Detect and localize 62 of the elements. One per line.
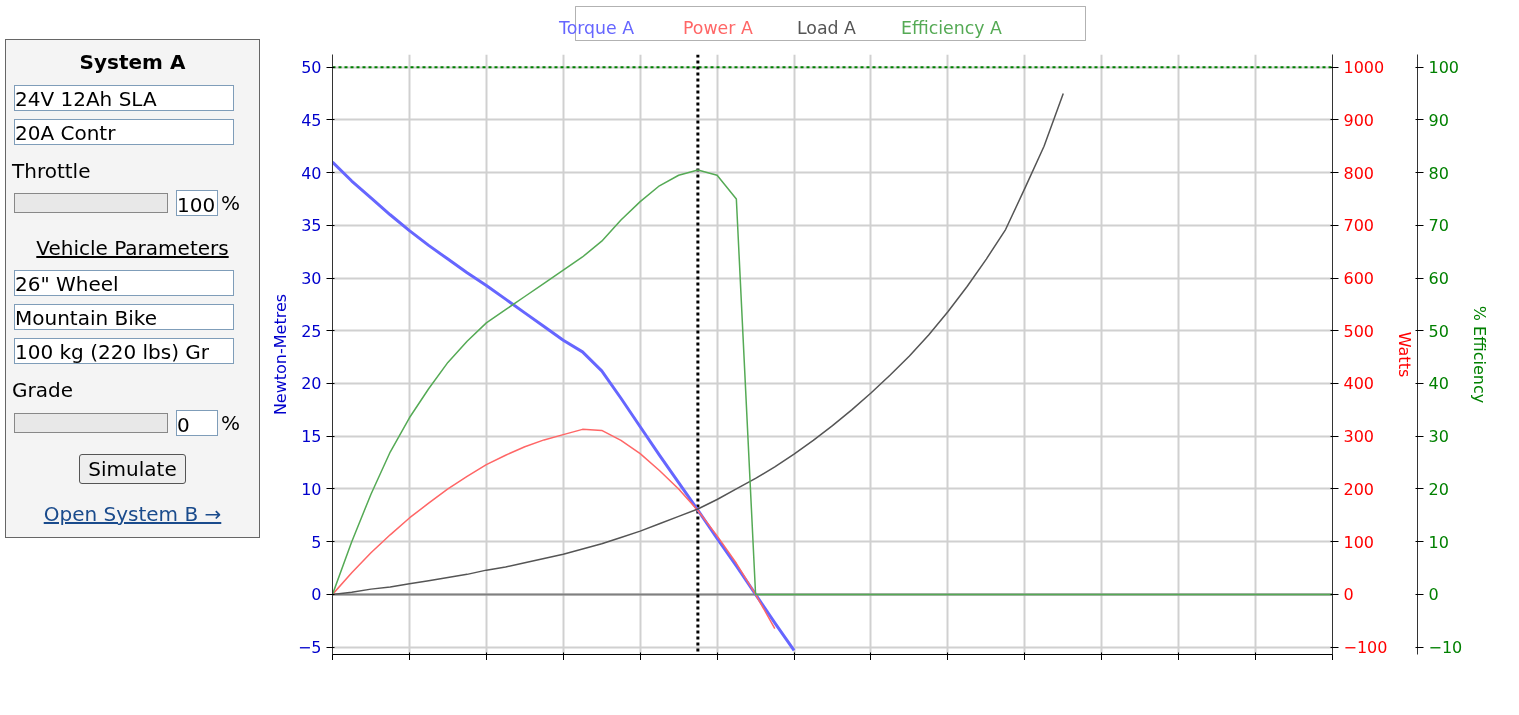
y-tick-label: 30	[301, 269, 322, 289]
line-series	[332, 92, 1065, 596]
y-tick-label: 0	[311, 585, 322, 605]
text: Simulate	[79, 454, 186, 485]
text: 100 kg (220 lbs) Gr	[14, 338, 234, 365]
y-tick-label: 45	[301, 110, 322, 130]
y3-tick-label: 100	[1428, 58, 1460, 78]
y2-tick-label: 900	[1343, 110, 1375, 130]
y-tick-label: 50	[301, 58, 322, 78]
y2-tick-label: 100	[1343, 532, 1375, 552]
text: 20A Contr	[14, 118, 234, 145]
text: Mountain Bike	[14, 304, 234, 331]
y-tick-label: 35	[301, 216, 322, 236]
y2-tick-label: 1000	[1343, 58, 1385, 78]
text: 24V 12Ah SLA	[14, 84, 234, 111]
text: Power A	[683, 18, 753, 38]
text: %	[221, 409, 241, 437]
y-tick-label: 5	[311, 532, 322, 552]
text: Vehicle Parameters	[35, 234, 230, 262]
text: Open System B →	[42, 500, 223, 528]
y2-tick-label: 400	[1343, 374, 1375, 394]
line-series	[332, 428, 776, 630]
y2-tick-label: −100	[1343, 638, 1388, 658]
y3-tick-label: 80	[1428, 163, 1449, 183]
y2-tick-label: 500	[1343, 321, 1375, 341]
line-series	[332, 160, 796, 652]
y3-tick-label: 70	[1428, 216, 1449, 236]
y3-tick-label: 20	[1428, 479, 1449, 499]
y-tick-label: 40	[301, 163, 322, 183]
text: %	[221, 190, 241, 218]
y2-tick-label: 600	[1343, 269, 1375, 289]
text: 26" Wheel	[14, 270, 234, 297]
y-tick-label: −5	[297, 638, 322, 658]
y-tick-label: 20	[301, 374, 322, 394]
y3-tick-label: 60	[1428, 269, 1449, 289]
y3-tick-label: 30	[1428, 427, 1449, 447]
y2-tick-label: 700	[1343, 216, 1375, 236]
y3-tick-label: −10	[1428, 638, 1463, 658]
y3-tick-label: 90	[1428, 110, 1449, 130]
y-axis-title: Newton-Metres	[270, 293, 290, 416]
y3-tick-label: 50	[1428, 321, 1449, 341]
text: Torque A	[559, 18, 635, 38]
y3-axis-title: % Efficiency	[1470, 305, 1490, 404]
text: Load A	[797, 18, 856, 38]
y3-tick-label: 40	[1428, 374, 1449, 394]
y2-tick-label: 800	[1343, 163, 1375, 183]
y-tick-label: 10	[301, 479, 322, 499]
y3-tick-label: 0	[1428, 585, 1439, 605]
y2-axis-title: Watts	[1395, 331, 1415, 378]
y2-tick-label: 200	[1343, 479, 1375, 499]
text: 100	[176, 190, 218, 218]
text: Grade	[12, 377, 74, 405]
line-series	[332, 169, 1333, 596]
y-tick-label: 15	[301, 427, 322, 447]
y-tick-label: 25	[301, 321, 322, 341]
text: Efficiency A	[901, 18, 1002, 38]
text: Throttle	[12, 157, 92, 185]
text: System A	[78, 49, 187, 76]
text: 0	[176, 410, 218, 438]
y3-tick-label: 10	[1428, 532, 1449, 552]
y2-tick-label: 300	[1343, 427, 1375, 447]
y2-tick-label: 0	[1343, 585, 1354, 605]
